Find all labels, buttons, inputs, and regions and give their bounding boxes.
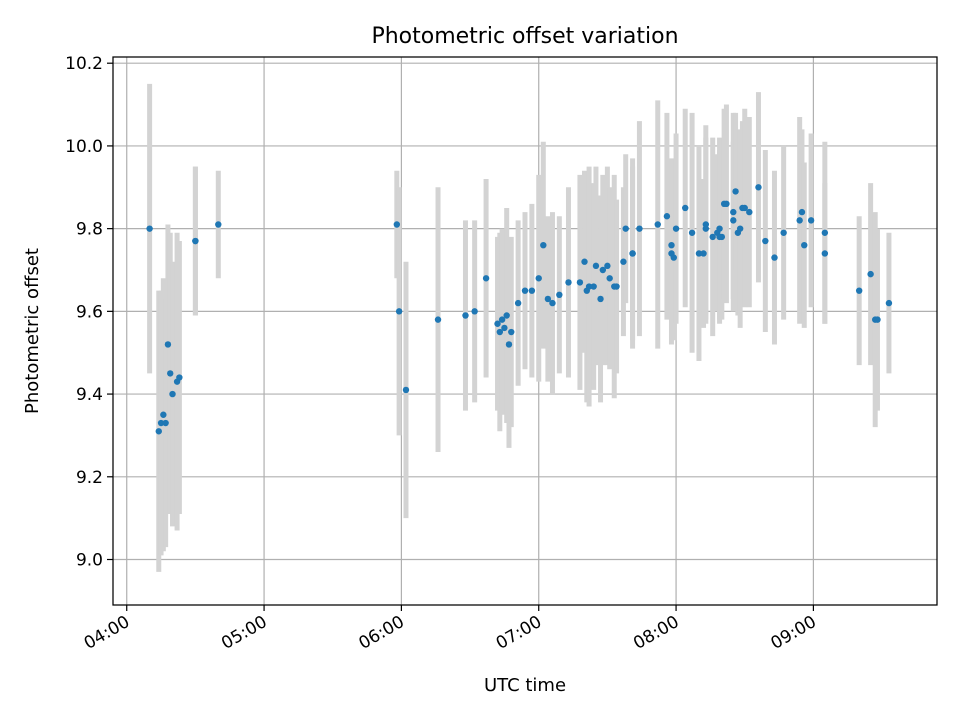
data-point xyxy=(663,213,671,220)
data-point xyxy=(164,341,172,348)
data-point xyxy=(556,291,563,299)
data-point xyxy=(855,287,863,294)
data-point xyxy=(670,254,677,261)
data-point xyxy=(393,221,401,228)
data-point xyxy=(682,204,689,212)
data-point xyxy=(402,386,410,394)
data-point xyxy=(807,217,815,224)
data-point xyxy=(482,275,490,282)
data-point xyxy=(672,225,680,232)
data-point xyxy=(629,250,636,257)
y-tick-label: 9.0 xyxy=(76,551,103,571)
data-point xyxy=(796,217,803,224)
data-point xyxy=(716,225,723,232)
data-point xyxy=(146,225,153,232)
y-tick-label: 9.8 xyxy=(76,220,103,240)
data-point xyxy=(508,328,515,336)
data-point xyxy=(821,250,829,257)
data-point xyxy=(535,275,542,282)
data-point xyxy=(780,229,787,236)
data-point xyxy=(167,370,174,377)
data-point xyxy=(471,308,478,315)
data-point xyxy=(597,295,604,303)
data-point xyxy=(514,299,522,307)
data-point xyxy=(157,419,165,427)
data-point xyxy=(654,221,661,228)
data-point xyxy=(668,241,675,249)
y-tick-label: 9.2 xyxy=(76,468,103,488)
y-axis-label: Photometric offset xyxy=(22,248,43,414)
data-point xyxy=(730,208,737,216)
data-point xyxy=(798,208,806,216)
data-point xyxy=(544,295,552,303)
data-point xyxy=(215,221,222,228)
data-point xyxy=(549,299,556,307)
chart-title: Photometric offset variation xyxy=(371,24,678,49)
data-point xyxy=(599,266,607,274)
data-points xyxy=(146,184,893,435)
data-point xyxy=(395,308,403,315)
data-point xyxy=(874,316,881,323)
data-point xyxy=(576,279,584,286)
data-point xyxy=(192,237,199,245)
data-point xyxy=(176,374,183,381)
data-point xyxy=(771,254,778,261)
y-axis-ticks: 9.0 9.2 9.4 9.6 9.8 10.0 10.2 xyxy=(65,54,113,571)
data-point xyxy=(732,188,739,195)
data-point xyxy=(540,241,547,249)
data-point xyxy=(565,279,572,286)
y-tick-label: 9.6 xyxy=(76,302,103,322)
data-point xyxy=(636,225,643,232)
x-axis-label: UTC time xyxy=(484,675,566,696)
data-point xyxy=(622,225,629,232)
data-point xyxy=(503,312,510,319)
data-point xyxy=(169,390,176,398)
data-point xyxy=(155,428,162,435)
data-point xyxy=(496,328,504,336)
data-point xyxy=(501,324,508,332)
data-point xyxy=(581,258,588,265)
data-point xyxy=(723,200,730,208)
data-point xyxy=(505,341,513,348)
data-point xyxy=(162,419,169,427)
data-point xyxy=(604,262,611,270)
data-point xyxy=(695,250,703,257)
data-point xyxy=(160,411,167,418)
data-point xyxy=(736,225,744,232)
data-point xyxy=(528,287,536,294)
data-point xyxy=(434,316,442,323)
data-point xyxy=(741,204,748,212)
data-point xyxy=(606,275,613,282)
data-point xyxy=(821,229,829,236)
data-point xyxy=(498,316,506,323)
y-tick-label: 9.4 xyxy=(76,385,103,405)
data-point xyxy=(620,258,627,265)
plot-frame xyxy=(112,56,938,606)
data-point xyxy=(592,262,600,270)
data-point xyxy=(801,241,808,249)
data-point xyxy=(885,299,893,307)
data-point xyxy=(702,225,710,232)
data-point xyxy=(494,320,501,327)
data-point xyxy=(730,217,737,224)
data-point xyxy=(613,283,620,290)
y-tick-label: 10.2 xyxy=(65,54,103,74)
data-point xyxy=(585,283,593,290)
data-point xyxy=(462,312,469,319)
data-point xyxy=(521,287,529,294)
data-point xyxy=(709,233,716,241)
data-point xyxy=(746,208,753,216)
data-point xyxy=(718,233,726,241)
data-point xyxy=(867,270,874,278)
data-point xyxy=(590,283,597,290)
data-point xyxy=(700,250,707,257)
data-point xyxy=(755,184,762,191)
data-point xyxy=(688,229,696,236)
y-tick-label: 10.0 xyxy=(65,137,103,157)
data-point xyxy=(762,237,769,245)
